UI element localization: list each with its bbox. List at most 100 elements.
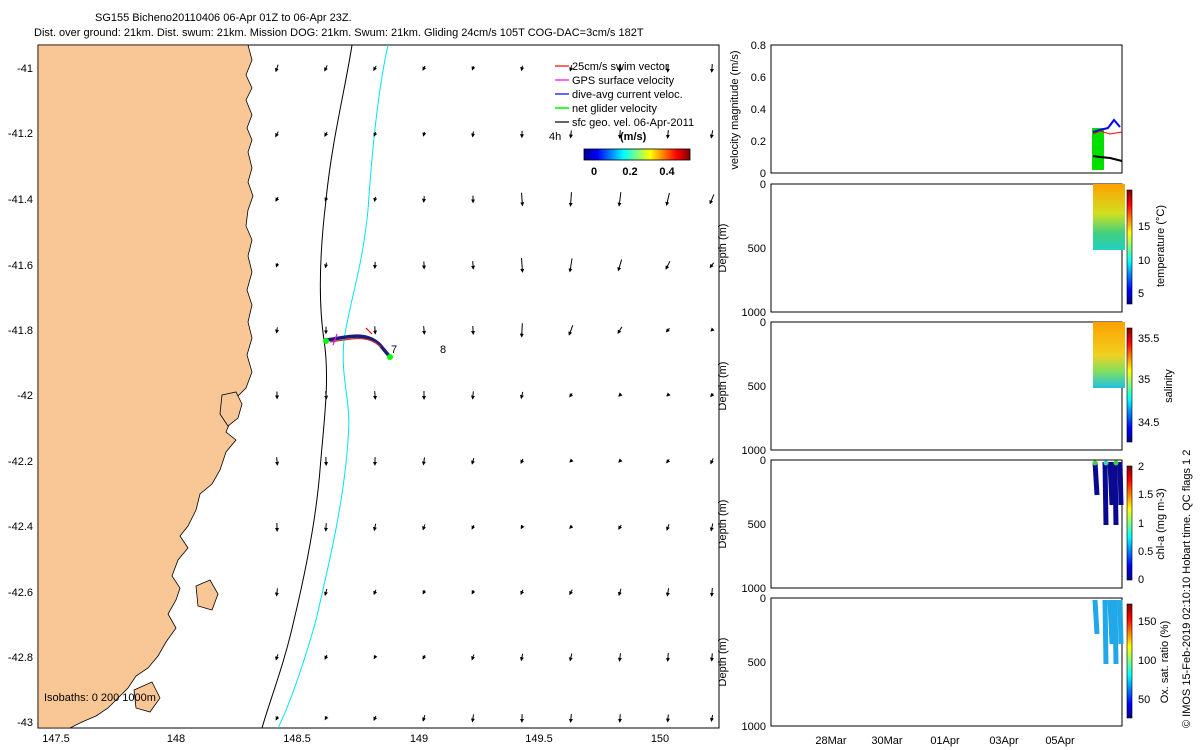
velocity-vector — [568, 324, 574, 336]
legend-gps: GPS surface velocity — [572, 75, 675, 87]
oxygen-ytick: 500 — [748, 657, 766, 669]
salinity-cbar-label: salinity — [1163, 369, 1175, 403]
velocity-vector — [617, 326, 623, 335]
time-tick: 05Apr — [1045, 735, 1075, 747]
velocity-vector — [709, 653, 714, 662]
legend-dac: dive-avg current veloc. — [572, 89, 683, 101]
oxygen-panel: 0 500 1000 Depth (m) 150 100 50 Ox. sat.… — [717, 593, 1171, 733]
velocity-vector — [471, 261, 476, 270]
lat-tick: -41 — [17, 63, 33, 75]
velocity-vector — [373, 65, 377, 72]
velocity-vector — [519, 653, 524, 662]
velocity-vector — [422, 524, 426, 531]
lon-tick: 150 — [651, 733, 669, 745]
chla-cbar-tick: 1.5 — [1138, 489, 1153, 501]
velocity-vector — [373, 715, 378, 721]
velocity-vector — [568, 258, 573, 273]
salinity-profile-block — [1093, 322, 1125, 388]
velocity-vector — [471, 458, 475, 465]
salinity-ytick: 1000 — [742, 445, 766, 457]
temperature-colorbar — [1126, 189, 1133, 305]
velocity-green-band — [1092, 128, 1104, 170]
temperature-ytick: 1000 — [742, 307, 766, 319]
velocity-vector — [569, 65, 573, 72]
velocity-vector — [324, 262, 329, 269]
oxygen-cbar-tick: 50 — [1138, 694, 1150, 706]
velocity-vector — [568, 653, 573, 662]
temperature-ylabel: Depth (m) — [717, 224, 729, 273]
velocity-vector — [617, 714, 622, 723]
lat-tick: -43 — [17, 717, 33, 729]
oxygen-profile-dives — [1092, 599, 1124, 665]
velocity-vector — [709, 588, 714, 597]
temperature-panel: 0 500 1000 Depth (m) 15 10 5 temperature… — [717, 179, 1167, 319]
velocity-vector — [618, 524, 623, 530]
glider-start-marker — [323, 338, 329, 344]
velocity-vector — [470, 714, 475, 723]
chla-colorbar — [1126, 465, 1133, 581]
velocity-ytick: 0 — [760, 168, 766, 180]
velocity-vector — [520, 258, 525, 273]
oxygen-cbar-label: Ox. sat. ratio (%) — [1159, 621, 1171, 704]
temperature-cbar-tick: 10 — [1138, 255, 1150, 267]
map-colorbar-tick-2: 0.4 — [659, 166, 675, 178]
velocity-vector — [709, 64, 714, 73]
chla-surface-point — [1092, 460, 1098, 466]
legend-net: net glider velocity — [572, 103, 657, 115]
oxygen-axes — [770, 597, 1123, 727]
velocity-ytick: 0.8 — [751, 40, 766, 52]
velocity-vector — [618, 392, 623, 397]
map-legend: 25cm/s swim vector GPS surface velocity … — [549, 61, 694, 178]
lon-axis: 147.5 148 148.5 149 149.5 150 — [42, 733, 669, 745]
velocity-vector — [373, 654, 378, 660]
velocity-vector — [665, 588, 670, 597]
salinity-yaxis: 0 500 1000 — [742, 317, 766, 457]
velocity-vector — [324, 391, 329, 400]
map-colorbar — [583, 148, 691, 161]
velocity-vector — [422, 589, 427, 595]
velocity-vector — [520, 391, 524, 400]
salinity-axes — [770, 321, 1123, 451]
imos-credit: © IMOS 15-Feb-2019 02:10:10 Hobart time.… — [1181, 450, 1193, 728]
velocity-red-line — [1092, 130, 1123, 135]
time-tick: 30Mar — [871, 735, 903, 747]
velocity-vector — [422, 132, 427, 137]
oxygen-colorbar — [1126, 603, 1133, 719]
chla-surface-point — [1113, 460, 1119, 466]
lat-tick: -42.6 — [8, 587, 33, 599]
glider-track-path — [325, 334, 392, 359]
velocity-vector — [710, 392, 715, 398]
velocity-vector — [422, 65, 427, 71]
velocity-ytick: 0.4 — [751, 104, 766, 116]
island-small — [133, 681, 161, 713]
island-maria — [219, 391, 243, 427]
velocity-vector — [274, 64, 279, 73]
velocity-vector — [275, 457, 280, 466]
velocity-vector — [275, 196, 280, 202]
velocity-vector — [709, 194, 715, 205]
map-colorbar-tick-1: 0.2 — [622, 166, 637, 178]
velocity-vector — [569, 458, 574, 463]
glider-track — [323, 327, 393, 360]
velocity-vector — [471, 66, 476, 71]
velocity-vector — [519, 323, 524, 338]
chla-yaxis: 0 500 1000 — [742, 455, 766, 595]
velocity-panel: 0.8 0.6 0.4 0.2 0 velocity magnitude (m/… — [729, 40, 1123, 180]
velocity-vector — [665, 260, 671, 270]
velocity-vector — [471, 654, 475, 661]
velocity-vector — [275, 716, 280, 721]
chla-axes — [770, 459, 1123, 589]
waypoint-8-label: 8 — [440, 344, 446, 356]
gps-velocity-mark — [332, 333, 338, 346]
velocity-vector — [520, 589, 525, 596]
velocity-vector — [665, 192, 670, 206]
salinity-cbar-tick: 34.5 — [1138, 417, 1159, 429]
lat-tick: -41.6 — [8, 260, 33, 272]
chla-cbar-tick: 0.5 — [1138, 546, 1153, 558]
velocity-vector — [520, 458, 525, 464]
velocity-vector — [275, 263, 280, 268]
velocity-vector — [471, 589, 476, 595]
lon-tick: 149.5 — [525, 733, 553, 745]
isobaths-label: Isobaths: 0 200 1000m — [44, 692, 156, 704]
